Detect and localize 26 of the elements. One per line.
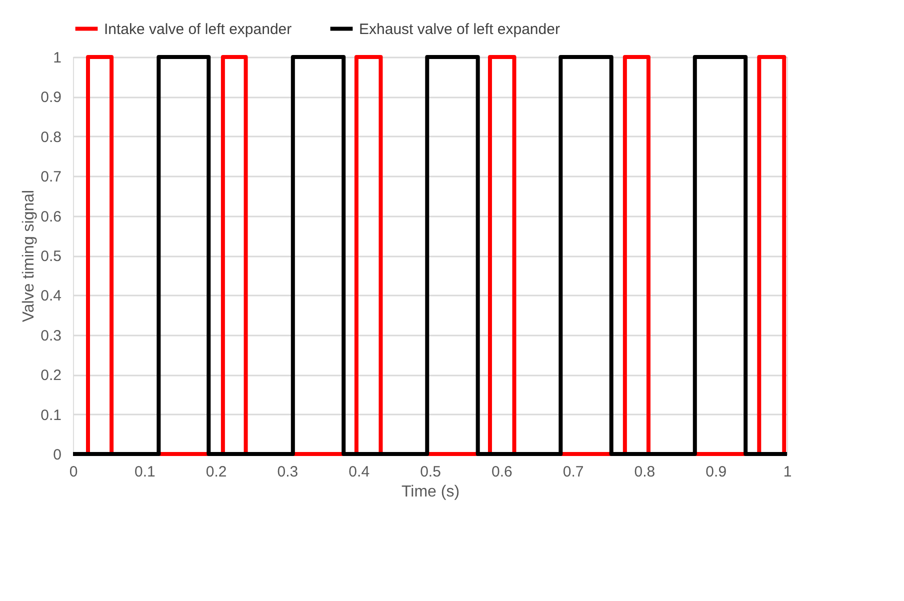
x-tick-label: 0.8: [634, 464, 656, 480]
x-tick-label: 0.2: [206, 464, 227, 480]
y-tick-label: 0.8: [40, 128, 62, 146]
legend-label: Exhaust valve of left expander: [359, 20, 560, 38]
y-axis-title: Valve timing signal: [20, 190, 38, 322]
x-tick-label: 0.3: [277, 464, 298, 480]
x-tick-label: 0.1: [134, 464, 156, 480]
y-tick-label: 1: [53, 50, 62, 66]
y-tick-label: 0.5: [40, 248, 62, 265]
y-tick-label: 0.7: [40, 168, 62, 186]
x-tick-label: 0.9: [706, 464, 727, 480]
y-tick-label: 0: [53, 446, 62, 464]
x-tick-label: 0.6: [491, 464, 512, 480]
y-tick-label: 0.4: [40, 288, 62, 305]
legend-label: Intake valve of left expander: [104, 20, 292, 38]
y-tick-label: 0.6: [40, 208, 62, 226]
y-tick-label: 0.2: [40, 367, 62, 384]
x-tick-label: 0.7: [562, 464, 584, 480]
x-tick-label: 0.4: [348, 464, 370, 480]
x-tick-label: 1: [783, 464, 792, 480]
y-tick-label: 0.1: [40, 406, 62, 424]
x-tick-label: 0: [69, 464, 78, 480]
y-tick-label: 0.3: [40, 327, 62, 344]
x-tick-label: 0.5: [420, 464, 441, 480]
y-tick-label: 0.9: [40, 89, 62, 106]
x-axis-title: Time (s): [401, 484, 460, 500]
